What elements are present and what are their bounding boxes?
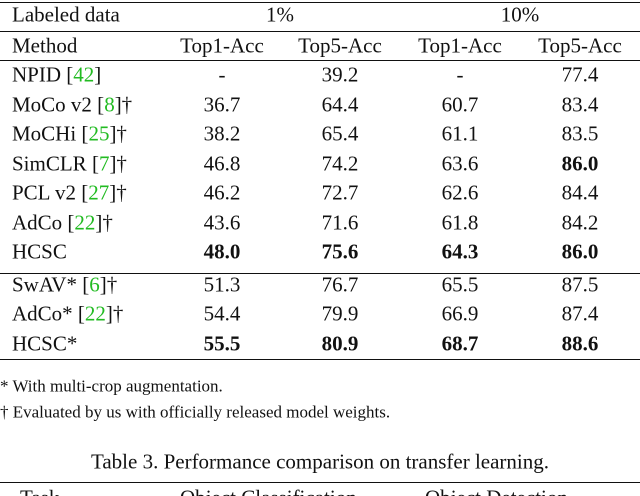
value-cell: 61.1 [441, 121, 479, 146]
method-cell: NPID [42] [12, 62, 102, 87]
method-cell: HCSC* [12, 333, 77, 354]
value-cell: 60.7 [441, 92, 479, 116]
value-cell: 71.6 [321, 210, 359, 234]
value-cell: 65.4 [321, 121, 359, 146]
value-cell: 87.5 [561, 272, 599, 296]
value-cell: 72.7 [321, 180, 359, 205]
value-cell: 83.5 [561, 121, 599, 146]
value-cell: 61.8 [441, 210, 479, 234]
header-cell: Labeled data [12, 2, 120, 27]
value-cell: 79.9 [321, 301, 359, 326]
value-cell: 80.9 [321, 331, 359, 355]
value-cell: 84.2 [561, 210, 599, 234]
value-cell: 62.6 [441, 180, 479, 205]
footnote: * With multi-crop augmentation. [0, 376, 223, 396]
method-text: ]† [114, 92, 133, 116]
rule [0, 359, 640, 361]
header-span: 10% [500, 2, 540, 27]
value-cell: 64.3 [441, 239, 479, 264]
citation: 8 [104, 92, 115, 116]
method-cell: MoCo v2 [8]† [12, 94, 132, 115]
value-cell: 46.2 [203, 180, 241, 205]
method-cell: PCL v2 [27]† [12, 180, 127, 205]
method-text: NPID [ [12, 62, 74, 87]
value-cell: 84.4 [561, 180, 599, 205]
value-cell: 75.6 [321, 239, 359, 264]
value-cell: 54.4 [203, 301, 241, 326]
value-cell: 86.0 [561, 151, 599, 175]
method-text: AdCo [ [12, 210, 75, 234]
value-cell: 65.5 [441, 272, 479, 296]
rule [0, 31, 640, 32]
citation: 42 [73, 62, 95, 87]
footnote: † Evaluated by us with officially releas… [0, 402, 391, 422]
value-cell: 55.5 [203, 331, 241, 355]
value-cell: 48.0 [203, 239, 241, 264]
rule [0, 272, 640, 274]
value-cell: 77.4 [561, 62, 599, 87]
value-cell: 74.2 [321, 151, 359, 175]
method-text: MoCo v2 [ [12, 92, 105, 116]
citation: 6 [89, 272, 100, 296]
next-header: Object Detection [425, 487, 568, 496]
citation: 22 [84, 301, 106, 326]
method-text: ]† [99, 272, 118, 296]
method-text: ]† [105, 301, 124, 326]
method-text: MoCHi [ [12, 121, 89, 146]
method-cell: AdCo* [22]† [12, 301, 124, 326]
citation: 22 [74, 210, 96, 234]
value-cell: 43.6 [203, 210, 241, 234]
value-cell: 36.7 [203, 92, 241, 116]
rule [0, 2, 640, 4]
column-header: Top5-Acc [538, 33, 622, 58]
value-cell: 83.4 [561, 92, 599, 116]
value-cell: 76.7 [321, 272, 359, 296]
method-cell: SimCLR [7]† [12, 153, 127, 174]
method-text: AdCo* [ [12, 301, 85, 326]
value-cell: 39.2 [321, 62, 359, 87]
value-cell: 38.2 [203, 121, 241, 146]
method-cell: HCSC [12, 239, 67, 264]
citation: 7 [98, 151, 110, 175]
citation: 25 [88, 121, 110, 146]
header-span: 1% [266, 2, 294, 27]
caption: Table 3. Performance comparison on trans… [90, 449, 550, 474]
rule [0, 60, 640, 61]
method-cell: SwAV* [6]† [12, 274, 117, 295]
value-cell: 87.4 [561, 301, 599, 326]
rule [0, 482, 640, 484]
method-text: ]† [109, 180, 127, 205]
method-text: ]† [109, 151, 127, 175]
method-cell: MoCHi [25]† [12, 121, 127, 146]
next-header: Object Classification [180, 487, 357, 496]
method-text: ]† [95, 210, 113, 234]
citation: 27 [88, 180, 110, 205]
column-header: Method [12, 33, 78, 58]
value-cell: 63.6 [441, 151, 479, 175]
method-text: ] [94, 62, 102, 87]
value-cell: 64.4 [321, 92, 359, 116]
value-cell: 88.6 [561, 331, 599, 355]
value-cell: - [218, 62, 226, 87]
method-text: HCSC* [12, 331, 78, 355]
value-cell: 46.8 [203, 151, 241, 175]
method-text: SwAV* [ [12, 272, 90, 296]
method-text: HCSC [12, 239, 67, 264]
column-header: Top1-Acc [418, 33, 502, 58]
value-cell: 51.3 [203, 272, 241, 296]
column-header: Top1-Acc [180, 33, 264, 58]
value-cell: - [456, 62, 464, 87]
value-cell: 66.9 [441, 301, 479, 326]
value-cell: 86.0 [561, 239, 599, 264]
next-header: Task [20, 487, 59, 496]
method-text: PCL v2 [ [12, 180, 89, 205]
method-text: ]† [109, 121, 127, 146]
column-header: Top5-Acc [298, 33, 382, 58]
value-cell: 68.7 [441, 331, 479, 355]
method-text: SimCLR [ [12, 151, 99, 175]
method-cell: AdCo [22]† [12, 212, 113, 233]
